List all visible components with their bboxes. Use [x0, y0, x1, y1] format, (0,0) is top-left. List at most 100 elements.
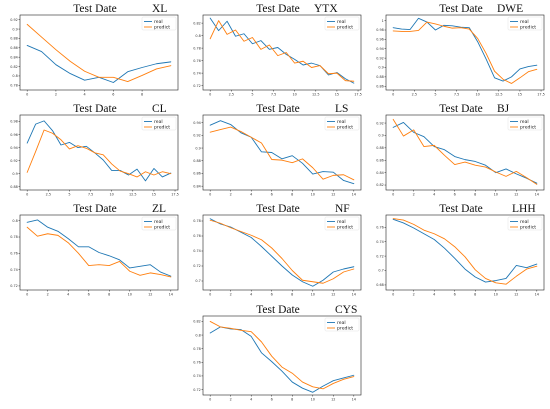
- x-tick-label: 8: [291, 398, 293, 402]
- chart-title: Test Date: [439, 203, 483, 215]
- y-tick-label: 0.82: [193, 320, 201, 324]
- series-line-predict: [26, 226, 172, 278]
- line-chart: 0 2 4 6 8 10 12 14 0.68 0.7 0.72 0.74 0.76 realpredic…: [376, 214, 545, 297]
- x-tick-label: 6: [271, 193, 273, 197]
- x-tick-label: 14: [535, 293, 539, 297]
- x-tick-label: 10: [476, 93, 480, 97]
- x-tick-label: 2.5: [412, 93, 417, 97]
- x-tick-label: 17.5: [537, 93, 545, 97]
- y-tick-label: 0.92: [376, 121, 384, 125]
- y-tick-label: 0.94: [10, 146, 18, 150]
- chart-code-label: CL: [152, 103, 167, 115]
- x-tick-label: 14: [535, 193, 539, 197]
- panel-cys: Test Date CYS 0 2 4 6 8 10 12 14 0.72 0.74 0.76 0.78 0…: [189, 304, 367, 405]
- chart-title: Test Date: [73, 203, 117, 215]
- y-tick-label: 0.74: [193, 249, 201, 253]
- series-line-predict: [209, 126, 355, 181]
- plot-frame: [202, 114, 362, 191]
- y-tick-label: 0.86: [193, 172, 201, 176]
- x-tick-label: 8: [474, 193, 476, 197]
- x-tick-label: 2.5: [229, 93, 234, 97]
- legend-label-predict: predict: [337, 326, 353, 332]
- chart-title: Test Date: [256, 103, 300, 115]
- series-line-predict: [209, 321, 355, 390]
- y-tick-label: 0.78: [193, 46, 201, 50]
- x-tick-label: 2: [47, 293, 49, 297]
- y-tick-label: 0.96: [376, 38, 384, 42]
- chart-code-label: BJ: [497, 103, 510, 115]
- y-tick-label: 0.9: [378, 134, 383, 138]
- x-tick-label: 2: [413, 193, 415, 197]
- x-tick-label: 8: [291, 293, 293, 297]
- x-tick-label: 12.5: [495, 93, 503, 97]
- x-tick-label: 6: [88, 293, 90, 297]
- x-tick-label: 0: [26, 293, 28, 297]
- x-tick-label: 6: [271, 293, 273, 297]
- y-tick-label: 0.98: [376, 28, 384, 32]
- line-chart: 0 2 4 6 8 10 12 14 0.7 0.72 0.74 0.76 0.78 realpredic…: [193, 214, 362, 297]
- x-tick-label: 14: [169, 293, 173, 297]
- chart-title: Test Date: [439, 3, 483, 15]
- y-tick-label: 0.72: [376, 254, 384, 258]
- line-chart: 0 2 4 6 8 10 12 14 0.82 0.84 0.86 0.88 0.9 0.92 realpr…: [376, 114, 545, 197]
- x-tick-label: 2: [413, 293, 415, 297]
- x-tick-label: 10: [494, 193, 498, 197]
- chart-title: Test Date: [73, 3, 117, 15]
- x-tick-label: 12: [514, 193, 518, 197]
- series-line-predict: [392, 218, 538, 285]
- series-line-real: [26, 219, 172, 277]
- chart-code-label: XL: [152, 3, 168, 15]
- x-tick-label: 14: [352, 193, 356, 197]
- y-tick-label: 0.92: [376, 56, 384, 60]
- y-tick-label: 0.74: [376, 240, 384, 244]
- y-tick-label: 0.84: [10, 55, 18, 59]
- legend-label-predict: predict: [154, 225, 170, 231]
- x-tick-label: 7.5: [271, 93, 276, 97]
- y-tick-label: 0.86: [10, 46, 18, 50]
- plot-frame: [19, 14, 179, 91]
- x-tick-label: 8: [474, 293, 476, 297]
- x-tick-label: 0: [26, 193, 28, 197]
- chart-code-label: LS: [335, 103, 349, 115]
- x-tick-label: 5: [68, 193, 70, 197]
- y-tick-label: 0.82: [376, 183, 384, 187]
- y-tick-label: 0.88: [376, 146, 384, 150]
- y-tick-label: 0.8: [195, 333, 200, 337]
- x-tick-label: 2.5: [46, 193, 51, 197]
- y-tick-label: 0.92: [10, 159, 18, 163]
- chart-code-label: YTX: [314, 3, 338, 15]
- y-tick-label: 0.78: [10, 84, 18, 88]
- series-line-real: [392, 218, 538, 283]
- chart-title: Test Date: [256, 304, 300, 316]
- legend-label-predict: predict: [154, 125, 170, 131]
- series-line-predict: [392, 21, 538, 84]
- line-chart: 0 2 4 6 8 10 12 14 0.84 0.86 0.88 0.9 0.92 0.94 realpr…: [193, 114, 362, 197]
- y-tick-label: 0.78: [193, 219, 201, 223]
- y-tick-label: 0.8: [12, 219, 17, 223]
- plot-frame: [202, 315, 362, 396]
- x-tick-label: 12.5: [312, 93, 320, 97]
- y-tick-label: 0.74: [193, 71, 201, 75]
- plot-frame: [385, 214, 545, 291]
- x-tick-label: 4: [250, 293, 252, 297]
- legend-label-predict: predict: [337, 25, 353, 31]
- chart-title: Test Date: [256, 203, 300, 215]
- x-tick-label: 12: [331, 293, 335, 297]
- y-tick-label: 0.76: [193, 234, 201, 238]
- x-tick-label: 15: [335, 93, 339, 97]
- series-line-real: [209, 17, 355, 84]
- line-chart: 0 2 4 6 8 10 12 14 0.72 0.74 0.76 0.78 0.8 realpredic…: [10, 214, 179, 297]
- chart-code-label: DWE: [497, 3, 524, 15]
- x-tick-label: 4: [433, 193, 435, 197]
- y-tick-label: 0.86: [376, 158, 384, 162]
- panel-zl: Test Date ZL 0 2 4 6 8 10 12 14 0.72 0.74 0.76 0.78 0.…: [6, 203, 184, 300]
- x-tick-label: 10: [293, 93, 297, 97]
- legend-label-real: real: [520, 219, 529, 225]
- y-tick-label: 0.88: [10, 37, 18, 41]
- x-tick-label: 4: [84, 93, 86, 97]
- series-line-real: [392, 17, 538, 82]
- series-line-real: [26, 120, 172, 182]
- x-tick-label: 4: [250, 398, 252, 402]
- legend-label-real: real: [154, 19, 163, 25]
- y-tick-label: 0.82: [10, 65, 18, 69]
